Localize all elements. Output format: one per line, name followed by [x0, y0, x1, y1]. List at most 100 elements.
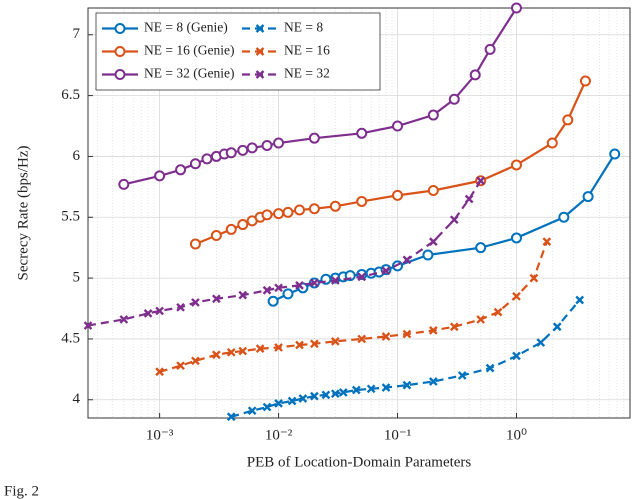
point [476, 176, 486, 186]
point [449, 322, 459, 332]
point [238, 290, 248, 300]
point [310, 391, 319, 401]
series-line [87, 180, 482, 327]
legend-label: NE = 32 (Genie) [144, 66, 234, 81]
point [201, 153, 213, 165]
point [246, 142, 258, 154]
point [366, 384, 376, 394]
point [262, 402, 272, 412]
point [189, 238, 201, 250]
x-tick-label: 10⁻³ [146, 427, 174, 443]
y-tick-label: 7 [73, 26, 81, 42]
legend-marker [255, 24, 265, 33]
point [212, 350, 221, 360]
y-tick-label: 6.5 [61, 87, 80, 103]
caption: Fig. 2 [4, 483, 39, 499]
point [392, 189, 404, 201]
point [558, 211, 570, 223]
point [512, 291, 521, 301]
point [552, 322, 562, 332]
point [225, 223, 237, 235]
y-tick-label: 5.5 [61, 209, 80, 225]
point [422, 249, 434, 261]
point [308, 132, 320, 144]
legend-box [95, 12, 381, 91]
point [212, 294, 221, 304]
point [261, 209, 273, 221]
point [469, 69, 481, 81]
point [484, 43, 496, 55]
legend-marker [114, 69, 126, 80]
point [329, 200, 341, 212]
point [247, 406, 257, 416]
series-line [159, 241, 548, 373]
legend-label: NE = 16 [284, 43, 330, 58]
y-tick-label: 4 [73, 391, 81, 407]
point [512, 351, 521, 361]
point [155, 306, 164, 316]
legend-marker [114, 23, 126, 34]
point [427, 184, 439, 196]
point [582, 191, 594, 203]
legend-label: NE = 8 [284, 20, 323, 35]
point [118, 178, 130, 190]
point [119, 315, 129, 324]
point [273, 137, 285, 149]
point [155, 367, 164, 377]
legend-marker [114, 46, 126, 57]
point [330, 276, 340, 285]
point [226, 347, 236, 357]
point [448, 93, 460, 105]
y-tick-label: 6 [73, 148, 81, 164]
point [428, 237, 438, 246]
point [402, 255, 412, 265]
point [237, 219, 249, 231]
legend-marker [255, 47, 265, 56]
point [262, 285, 272, 295]
point [189, 158, 201, 170]
point [542, 237, 552, 246]
point [295, 340, 304, 350]
point [282, 288, 294, 300]
legend-marker [255, 70, 265, 79]
point [357, 272, 367, 282]
point [579, 75, 591, 87]
point [536, 338, 546, 347]
point [510, 232, 522, 244]
point [191, 356, 200, 366]
point [83, 321, 93, 330]
point [310, 278, 319, 288]
point [351, 385, 361, 395]
point [529, 273, 539, 283]
point [485, 363, 495, 373]
legend-label: NE = 32 [284, 66, 330, 81]
point [287, 396, 297, 406]
point [392, 120, 404, 132]
point [176, 361, 185, 371]
point [226, 412, 236, 422]
y-axis-label: Secrecy Rate (bps/Hz) [15, 146, 31, 281]
point [428, 326, 438, 335]
point [295, 281, 304, 290]
point [338, 388, 348, 397]
point [381, 332, 391, 341]
point [238, 346, 248, 356]
x-tick-label: 10⁻² [265, 427, 293, 443]
point [282, 206, 294, 218]
point [402, 380, 412, 390]
point [154, 170, 166, 182]
x-axis-label: PEB of Location-Domain Parameters [247, 454, 472, 470]
x-tick-label: 10⁻¹ [384, 427, 411, 443]
point [175, 164, 187, 176]
point [273, 208, 285, 220]
point [176, 302, 185, 312]
point [294, 204, 306, 216]
point [225, 147, 237, 159]
point [510, 2, 522, 14]
point [609, 148, 621, 160]
point [427, 109, 439, 121]
point [310, 339, 319, 349]
point [210, 230, 222, 242]
point [464, 194, 474, 204]
